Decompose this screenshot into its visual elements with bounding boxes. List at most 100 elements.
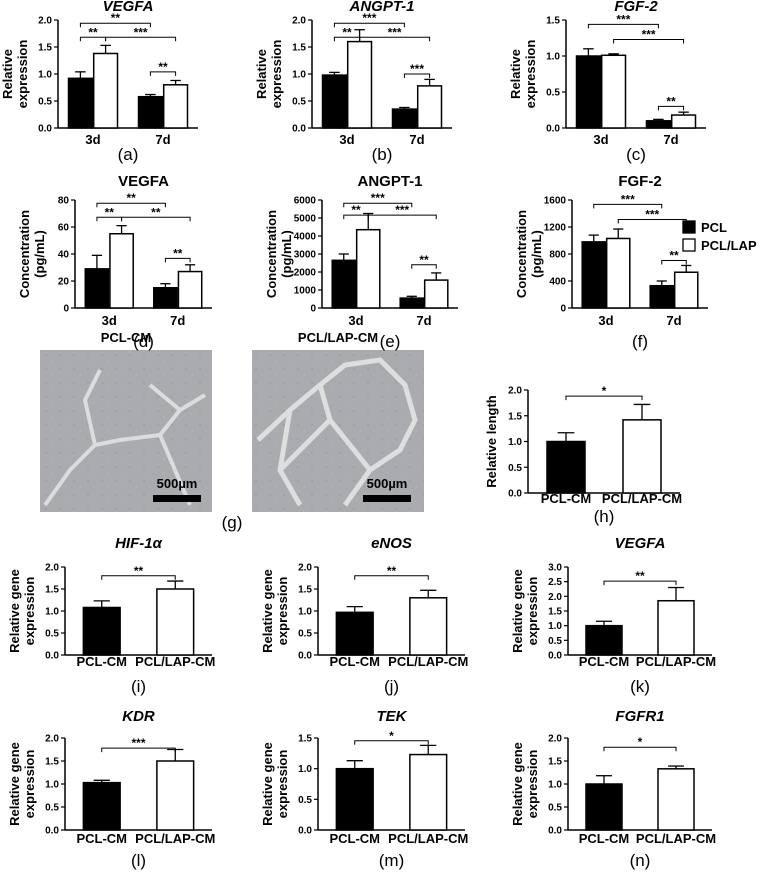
x-tick-label: 3d <box>339 132 354 147</box>
y-tick-label: 0 <box>560 304 566 315</box>
chart: KDR (l) Relative gene expression 0.0 0.5 1.0 1.… <box>7 708 215 870</box>
y-axis-label: expression <box>525 750 540 819</box>
y-tick-label: 1600 <box>544 196 567 207</box>
y-tick-label: 0.0 <box>45 826 59 837</box>
y-axis-label: expression <box>269 40 284 109</box>
panel-label: (n) <box>630 851 651 870</box>
bar <box>84 268 110 309</box>
bar <box>67 77 94 129</box>
x-tick-label: PCL-CM <box>329 831 380 846</box>
significance-label: *** <box>371 191 385 205</box>
y-axis-label: Relative gene <box>260 742 275 826</box>
y-axis-label: Relative <box>0 49 15 99</box>
y-tick-label: 1200 <box>544 223 567 234</box>
bar <box>156 760 195 831</box>
chart: FGF-2 (f) Concentration (pg/mL) 0 400 800 1200 1… <box>514 173 708 351</box>
y-tick-label: 1.0 <box>546 52 560 63</box>
bar <box>585 624 623 656</box>
y-tick-label: 1.5 <box>298 585 312 596</box>
x-tick-label: 3d <box>598 313 613 328</box>
significance-label: ** <box>635 569 645 583</box>
chart-title: KDR <box>122 708 155 725</box>
significance-bracket <box>79 22 151 28</box>
significance-bracket <box>101 747 176 753</box>
y-tick-label: 1.5 <box>546 16 560 27</box>
x-tick-label: 7d <box>663 132 678 147</box>
y-axis-label: expression <box>275 750 290 819</box>
y-tick-label: 2.0 <box>45 563 59 574</box>
significance-label: *** <box>645 207 659 221</box>
y-tick-label: 0.5 <box>508 463 522 474</box>
y-tick-label: 0.0 <box>298 826 312 837</box>
significance-bracket <box>359 36 431 42</box>
chart: FGFR1 (n) Relative gene expression 0.0 0.5 1.0… <box>510 708 716 870</box>
chart-title: eNOS <box>371 535 412 552</box>
bar <box>575 55 602 129</box>
y-axis-label: (pg/mL) <box>279 230 294 278</box>
legend-swatch <box>682 220 696 234</box>
bar <box>162 84 189 129</box>
y-tick-label: 80 <box>58 196 70 207</box>
bar <box>156 588 195 656</box>
x-tick-label: PCL-CM <box>76 831 127 846</box>
panel-label: (a) <box>118 145 139 164</box>
y-tick-label: 0.5 <box>298 795 312 806</box>
significance-bracket <box>657 105 685 111</box>
y-axis-label: expression <box>523 40 538 109</box>
chart: VEGFA (d) Concentration (pg/mL) 0 20 40 60 80 3d 7… <box>17 173 212 351</box>
y-tick-label: 1.5 <box>508 411 522 422</box>
bar <box>82 781 121 831</box>
chart-title: TEK <box>377 708 408 725</box>
significance-label: ** <box>158 60 168 74</box>
chart: HIF-1α (i) Relative gene expression 0.0 0.5 1.… <box>7 535 215 696</box>
x-tick-label: 3d <box>348 313 363 328</box>
y-tick-label: 1.0 <box>38 70 52 81</box>
significance-bracket <box>164 257 191 263</box>
significance-label: ** <box>134 564 144 578</box>
significance-bracket <box>101 575 176 580</box>
y-tick-label: 2.0 <box>45 734 59 745</box>
chart: TEK (m) Relative gene expression 0.0 0.5 1.0 1.… <box>260 708 468 870</box>
significance-label: ** <box>666 94 676 108</box>
y-tick-label: 20 <box>58 277 70 288</box>
panel-label: (e) <box>380 332 401 351</box>
x-tick-label: 7d <box>416 313 431 328</box>
significance-label: * <box>638 735 643 749</box>
y-tick-label: 0.0 <box>508 489 522 500</box>
significance-label: *** <box>642 27 656 41</box>
image-pcl-cm <box>40 350 212 512</box>
y-tick-label: 0 <box>310 304 316 315</box>
significance-bracket <box>343 202 413 208</box>
y-axis-label: Relative <box>254 49 269 99</box>
significance-label: *** <box>362 11 376 25</box>
panel-label: (g) <box>222 513 243 532</box>
y-tick-label: 1.5 <box>298 734 312 745</box>
y-tick-label: 3.0 <box>548 563 562 574</box>
bar <box>585 783 623 831</box>
chart: VEGFA (k) Relative gene expression 0.0 0.5 1.0… <box>510 535 716 696</box>
x-tick-label: PCL/LAP-CM <box>388 654 468 669</box>
y-tick-label: 1.0 <box>298 607 312 618</box>
y-tick-label: 0.5 <box>45 803 59 814</box>
legend-label: PCL/LAP <box>701 238 757 253</box>
y-tick-label: 2.5 <box>548 577 562 588</box>
y-axis-label: Relative gene <box>7 569 22 653</box>
significance-bracket <box>121 216 191 222</box>
bar <box>649 284 675 309</box>
significance-bracket <box>565 395 643 401</box>
bar <box>605 237 631 309</box>
y-tick-label: 1.0 <box>45 780 59 791</box>
y-axis-label: Relative <box>508 49 523 99</box>
chart: (h) Relative length 0.0 0.5 1.0 1.5 2.0 PCL-CM P… <box>484 384 682 526</box>
y-axis-label: (pg/mL) <box>32 230 47 278</box>
significance-label: * <box>389 729 394 743</box>
significance-bracket <box>105 36 177 42</box>
y-tick-label: 1.5 <box>38 43 52 54</box>
y-axis-label: Relative length <box>484 395 499 488</box>
y-tick-label: 0.5 <box>292 97 306 108</box>
x-tick-label: PCL-CM <box>579 654 630 669</box>
x-tick-label: 7d <box>155 132 170 147</box>
y-tick-label: 0.0 <box>298 651 312 662</box>
significance-label: *** <box>131 736 145 750</box>
